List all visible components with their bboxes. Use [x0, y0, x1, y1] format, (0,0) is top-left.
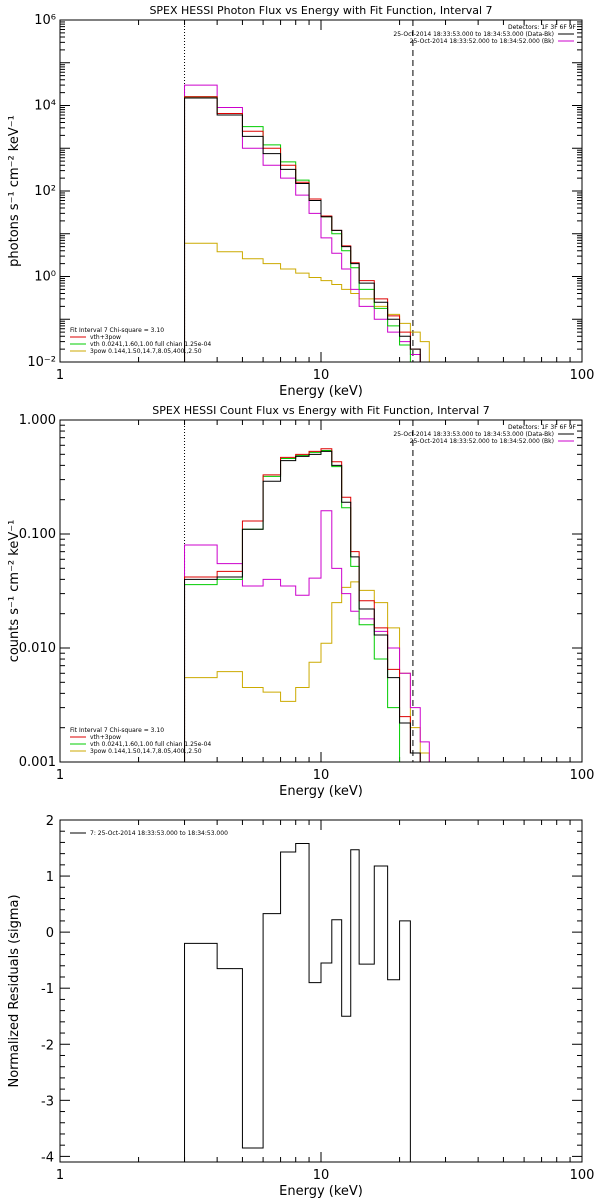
x-tick-label: 1 — [56, 368, 64, 383]
fit-legend-entry: vth 0.0241,1.60,1.00 full chian 1.25e-04 — [90, 741, 211, 748]
x-tick-label: 1 — [56, 1168, 64, 1183]
x-tick-label: 1 — [56, 768, 64, 783]
y-axis-label: counts s⁻¹ cm⁻² keV⁻¹ — [7, 520, 22, 663]
plot-frame — [59, 419, 583, 763]
series-residuals — [184, 843, 411, 1162]
x-axis-label: Energy (keV) — [279, 384, 363, 399]
y-tick-label: -3 — [41, 1094, 54, 1109]
legend-entry: 25-Oct-2014 18:33:52.000 to 18:34:52.000… — [410, 38, 554, 45]
plot-area — [184, 420, 430, 762]
series-3pow — [184, 581, 430, 762]
y-axis-label: Normalized Residuals (sigma) — [7, 894, 22, 1087]
fit-legend-entry: vth 0.0241,1.60,1.00 full chian 1.25e-04 — [90, 341, 211, 348]
series-data-bk — [184, 450, 430, 762]
series-vth-3pow — [184, 96, 430, 362]
legend-header: Detectors: 1F 3F 6F 9F — [508, 424, 577, 431]
x-axis-label: Energy (keV) — [279, 1184, 363, 1199]
y-tick-label: -4 — [41, 1150, 54, 1165]
y-tick-label: -1 — [41, 982, 54, 997]
fit-legend-header: Fit Interval 7 Chi-square = 3.10 — [70, 327, 164, 334]
x-tick-label: 10 — [313, 368, 330, 383]
y-tick-label: 10⁻² — [27, 355, 56, 370]
y-tick-label: 0 — [46, 926, 54, 941]
y-tick-label: 0.100 — [19, 527, 56, 542]
fit-legend-entry: vth+3pow — [90, 734, 121, 741]
legend-header: Detectors: 1F 3F 6F 9F — [508, 24, 577, 31]
y-tick-label: 1.000 — [19, 413, 56, 428]
panel-3: 1 10 100 -4 -3 -2 -1 0 1 2 Energy (keV) Normalized … — [7, 814, 594, 1199]
y-tick-label: -2 — [41, 1038, 54, 1053]
chart-title: SPEX HESSI Count Flux vs Energy with Fit… — [152, 404, 489, 417]
panel-2: SPEX HESSI Count Flux vs Energy with Fit… — [7, 404, 595, 799]
legend-entry: 25-Oct-2014 18:33:52.000 to 18:34:52.000… — [410, 438, 554, 445]
y-axis-label: photons s⁻¹ cm⁻² keV⁻¹ — [7, 115, 22, 267]
plot-frame — [59, 19, 583, 363]
series-vth — [184, 450, 430, 762]
panel-1: SPEX HESSI Photon Flux vs Energy with Fi… — [7, 4, 594, 399]
y-tick-label: 2 — [46, 814, 54, 829]
x-tick-label: 10 — [313, 1168, 330, 1183]
chart-title: SPEX HESSI Photon Flux vs Energy with Fi… — [149, 4, 492, 17]
fit-legend-entry: 3pow 0.144,1.50,14.7,8.05,400.,2.50 — [90, 748, 202, 755]
y-tick-label: 1 — [46, 870, 54, 885]
y-tick-label: 10⁴ — [34, 99, 56, 114]
x-tick-label: 100 — [570, 368, 595, 383]
y-tick-label: 10² — [34, 184, 56, 199]
fit-legend-header: Fit Interval 7 Chi-square = 3.10 — [70, 727, 164, 734]
series-3pow — [184, 242, 430, 362]
x-tick-label: 100 — [570, 1168, 595, 1183]
fit-legend-entry: 3pow 0.144,1.50,14.7,8.05,400.,2.50 — [90, 348, 202, 355]
x-tick-label: 100 — [570, 768, 595, 783]
x-tick-label: 10 — [313, 768, 330, 783]
legend-entry: 25-Oct-2014 18:33:53.000 to 18:34:53.000… — [393, 431, 554, 438]
legend-entry: 25-Oct-2014 18:33:53.000 to 18:34:53.000… — [393, 31, 554, 38]
fit-legend-entry: vth+3pow — [90, 334, 121, 341]
series-bk — [184, 510, 430, 762]
y-tick-label: 0.010 — [19, 641, 56, 656]
x-axis-label: Energy (keV) — [279, 784, 363, 799]
y-tick-label: 10⁰ — [34, 270, 56, 285]
legend-entry: 7: 25-Oct-2014 18:33:53.000 to 18:34:53.… — [90, 830, 228, 837]
series-vth-3pow — [184, 448, 430, 762]
plot-area — [184, 20, 430, 362]
series-data-bk — [184, 97, 430, 362]
y-tick-label: 10⁶ — [34, 13, 56, 28]
series-bk — [184, 84, 430, 362]
series-vth — [184, 96, 430, 362]
plot-area — [184, 843, 411, 1162]
y-tick-label: 0.001 — [19, 755, 56, 770]
plot-frame — [59, 819, 583, 1163]
